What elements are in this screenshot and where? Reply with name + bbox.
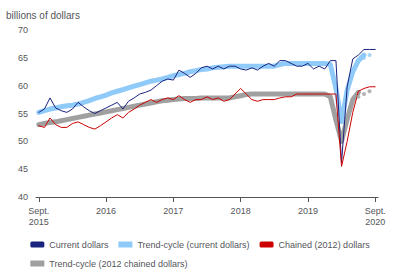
svg-text:Sept.: Sept. xyxy=(28,206,49,216)
svg-text:40: 40 xyxy=(18,192,28,202)
svg-text:60: 60 xyxy=(18,81,28,91)
svg-text:Trend-cycle (2012 chained doll: Trend-cycle (2012 chained dollars) xyxy=(49,259,187,269)
svg-text:2018: 2018 xyxy=(231,206,251,216)
svg-text:Trend-cycle (current dollars): Trend-cycle (current dollars) xyxy=(137,240,249,250)
svg-text:70: 70 xyxy=(18,25,28,35)
svg-text:2015: 2015 xyxy=(29,217,49,227)
svg-text:Sept.: Sept. xyxy=(365,206,386,216)
svg-text:2020: 2020 xyxy=(365,217,385,227)
svg-text:2019: 2019 xyxy=(298,206,318,216)
svg-text:45: 45 xyxy=(18,164,28,174)
svg-text:50: 50 xyxy=(18,136,28,146)
svg-text:55: 55 xyxy=(18,109,28,119)
svg-text:65: 65 xyxy=(18,53,28,63)
svg-text:2017: 2017 xyxy=(163,206,183,216)
svg-text:billions of dollars: billions of dollars xyxy=(6,10,80,21)
svg-text:Chained (2012) dollars: Chained (2012) dollars xyxy=(279,240,371,250)
svg-text:2016: 2016 xyxy=(96,206,116,216)
svg-text:Current dollars: Current dollars xyxy=(49,240,109,250)
